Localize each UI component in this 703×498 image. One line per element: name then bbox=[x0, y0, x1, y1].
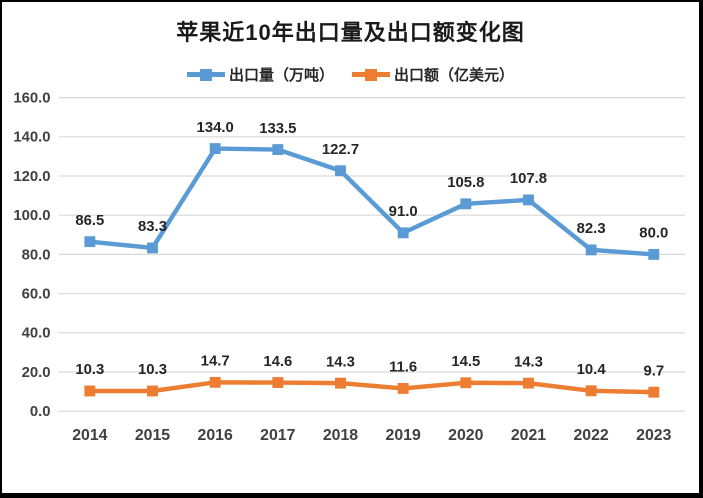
data-point-marker bbox=[523, 194, 534, 206]
y-axis-tick-label: 0.0 bbox=[30, 404, 51, 420]
data-label: 82.3 bbox=[577, 221, 606, 237]
legend: 出口量（万吨） 出口额（亿美元） bbox=[2, 64, 699, 85]
data-label: 14.7 bbox=[201, 354, 230, 370]
legend-item-export-volume: 出口量（万吨） bbox=[186, 64, 334, 85]
data-point-marker bbox=[648, 248, 660, 260]
legend-item-export-value: 出口额（亿美元） bbox=[352, 64, 514, 85]
data-point-marker bbox=[272, 144, 284, 155]
series-line bbox=[89, 380, 654, 395]
y-axis-tick-label: 100.0 bbox=[13, 208, 50, 224]
x-axis-tick-label: 2019 bbox=[386, 427, 421, 444]
series-line bbox=[89, 146, 654, 257]
y-axis-tick-label: 40.0 bbox=[22, 326, 51, 342]
data-point-marker bbox=[209, 143, 221, 155]
data-label: 14.3 bbox=[514, 354, 543, 370]
x-axis-tick-label: 2014 bbox=[72, 427, 107, 444]
legend-square-icon bbox=[365, 68, 377, 81]
data-label: 10.3 bbox=[138, 362, 167, 378]
data-label: 14.3 bbox=[326, 354, 355, 370]
plot-area: 0.0 20.0 40.0 60.0 80.0 100.0 120.0 140.0 160.0 2… bbox=[13, 91, 686, 444]
data-label: 105.8 bbox=[447, 175, 484, 191]
data-label: 122.7 bbox=[322, 142, 359, 158]
data-label: 10.4 bbox=[577, 362, 607, 378]
data-point-marker bbox=[272, 377, 284, 388]
data-point-marker bbox=[147, 242, 158, 254]
data-point-marker bbox=[335, 165, 346, 177]
data-point-marker bbox=[585, 244, 597, 256]
data-label: 9.7 bbox=[643, 363, 664, 379]
y-axis-tick-label: 140.0 bbox=[13, 130, 50, 146]
x-axis-tick-label: 2021 bbox=[511, 427, 546, 444]
x-axis-tick-label: 2023 bbox=[636, 427, 671, 444]
data-label: 91.0 bbox=[389, 204, 418, 220]
x-axis-tick-label: 2016 bbox=[198, 427, 233, 444]
data-label: 107.8 bbox=[510, 171, 547, 187]
x-axis-tick-label: 2015 bbox=[135, 427, 170, 444]
y-axis-tick-label: 60.0 bbox=[22, 287, 51, 303]
data-point-marker bbox=[460, 377, 472, 389]
x-axis-tick-label: 2022 bbox=[574, 427, 609, 444]
data-point-marker bbox=[84, 385, 96, 397]
data-label: 14.5 bbox=[451, 354, 480, 370]
legend-label-export-value: 出口额（亿美元） bbox=[394, 67, 515, 84]
data-label: 83.3 bbox=[138, 219, 167, 235]
legend-line-square-icon bbox=[352, 68, 390, 81]
data-point-marker bbox=[585, 385, 597, 397]
data-point-marker bbox=[397, 383, 409, 394]
data-label: 11.6 bbox=[389, 360, 417, 376]
data-point-marker bbox=[397, 227, 409, 239]
data-point-marker bbox=[209, 376, 221, 388]
data-label: 134.0 bbox=[197, 120, 234, 136]
data-point-marker bbox=[84, 236, 96, 248]
data-label: 133.5 bbox=[259, 121, 296, 137]
legend-line-square-icon bbox=[186, 68, 225, 81]
legend-label-export-volume: 出口量（万吨） bbox=[228, 67, 334, 84]
legend-square-icon bbox=[199, 68, 212, 81]
y-axis-tick-label: 160.0 bbox=[13, 91, 50, 107]
x-axis-tick-label: 2017 bbox=[260, 427, 295, 444]
x-axis-tick-label: 2020 bbox=[448, 427, 483, 444]
data-point-marker bbox=[523, 377, 534, 389]
data-point-marker bbox=[335, 377, 346, 389]
x-axis-tick-label: 2018 bbox=[323, 427, 358, 444]
y-axis-tick-label: 120.0 bbox=[13, 169, 50, 185]
data-label: 80.0 bbox=[639, 226, 668, 242]
y-axis-tick-label: 80.0 bbox=[22, 247, 51, 263]
data-label: 10.3 bbox=[75, 362, 104, 378]
data-label: 14.6 bbox=[263, 354, 292, 370]
chart-title: 苹果近10年出口量及出口额变化图 bbox=[176, 20, 525, 45]
data-point-marker bbox=[648, 386, 660, 398]
data-point-marker bbox=[460, 198, 472, 210]
data-label: 86.5 bbox=[75, 213, 104, 229]
y-axis-tick-label: 20.0 bbox=[22, 365, 51, 381]
data-point-marker bbox=[147, 385, 158, 397]
